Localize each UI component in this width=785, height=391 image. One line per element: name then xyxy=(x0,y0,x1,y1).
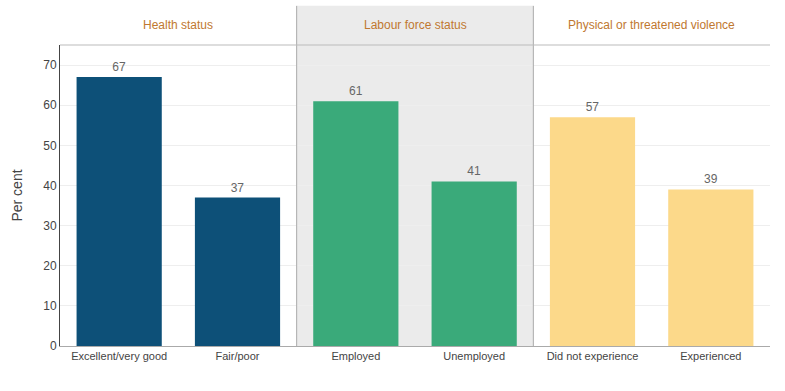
svg-text:37: 37 xyxy=(231,181,245,195)
svg-text:Health status: Health status xyxy=(143,18,213,32)
svg-text:Per cent: Per cent xyxy=(9,169,25,221)
svg-text:0: 0 xyxy=(50,339,57,353)
svg-text:10: 10 xyxy=(43,299,57,313)
svg-text:30: 30 xyxy=(43,219,57,233)
svg-text:Excellent/very good: Excellent/very good xyxy=(71,350,167,362)
svg-text:60: 60 xyxy=(43,98,57,112)
svg-text:Experienced: Experienced xyxy=(680,350,741,362)
svg-text:Fair/poor: Fair/poor xyxy=(215,350,259,362)
svg-text:20: 20 xyxy=(43,259,57,273)
svg-text:Employed: Employed xyxy=(331,350,380,362)
svg-text:Did not experience: Did not experience xyxy=(547,350,639,362)
svg-text:41: 41 xyxy=(467,164,481,178)
svg-text:Unemployed: Unemployed xyxy=(443,350,505,362)
svg-text:70: 70 xyxy=(43,58,57,72)
svg-text:40: 40 xyxy=(43,179,57,193)
svg-text:50: 50 xyxy=(43,139,57,153)
svg-text:Physical or threatened violenc: Physical or threatened violence xyxy=(568,18,735,32)
svg-text:Labour force status: Labour force status xyxy=(364,18,467,32)
svg-text:61: 61 xyxy=(349,84,363,98)
svg-text:57: 57 xyxy=(586,100,600,114)
svg-text:67: 67 xyxy=(112,60,126,74)
svg-text:39: 39 xyxy=(704,172,718,186)
